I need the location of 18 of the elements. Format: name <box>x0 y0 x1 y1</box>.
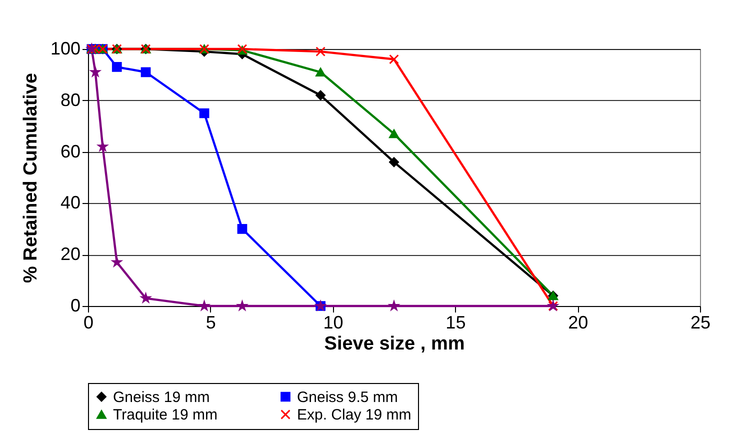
y-tick-label: 20 <box>60 244 80 264</box>
y-tick-label: 40 <box>60 192 80 213</box>
y-tick-label: 80 <box>60 90 80 110</box>
legend-label: Traquite 19 mm <box>113 406 218 424</box>
y-tick-label: 100 <box>50 38 80 58</box>
x-tick-label: 15 <box>446 312 466 332</box>
x-axis-title: Sieve size , mm <box>324 334 465 354</box>
legend-label: Exp. Clay 19 mm <box>297 406 412 424</box>
x-tick-label: 0 <box>83 312 94 332</box>
x-tick-label: 25 <box>690 312 711 332</box>
y-axis-title: % Retained Cumulative <box>20 72 42 284</box>
x-tick-label: 20 <box>568 312 588 332</box>
legend-label: Gneiss 9.5 mm <box>297 388 398 406</box>
legend-label: Gneiss 19 mm <box>113 388 210 406</box>
x-tick-label: 5 <box>206 312 216 332</box>
y-tick-label: 60 <box>60 141 80 162</box>
y-tick-label: 0 <box>70 296 80 316</box>
x-tick-label: 10 <box>323 312 344 332</box>
